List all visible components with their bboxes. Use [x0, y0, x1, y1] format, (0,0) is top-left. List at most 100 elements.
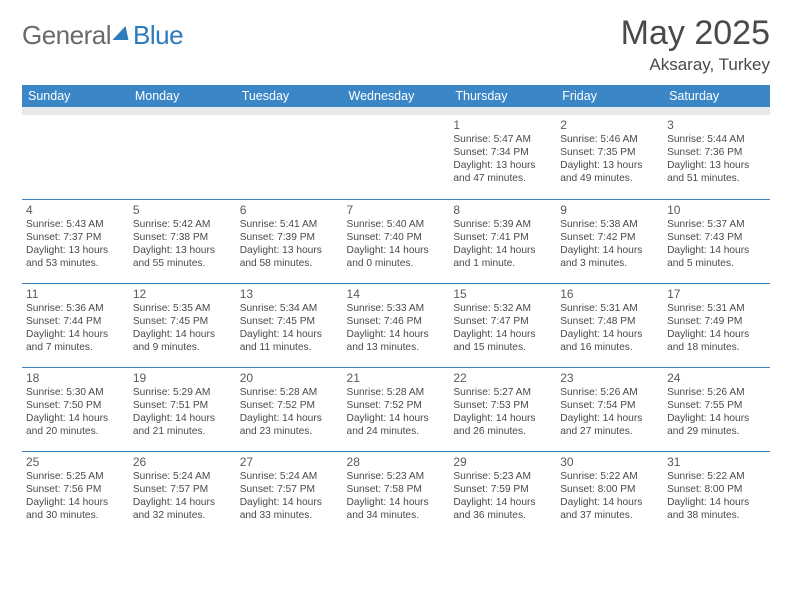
calendar-day-cell: 6Sunrise: 5:41 AMSunset: 7:39 PMDaylight…	[236, 199, 343, 283]
day-info: Sunrise: 5:26 AMSunset: 7:55 PMDaylight:…	[667, 386, 766, 438]
calendar-day-cell: 12Sunrise: 5:35 AMSunset: 7:45 PMDayligh…	[129, 283, 236, 367]
calendar-day-cell: 2Sunrise: 5:46 AMSunset: 7:35 PMDaylight…	[556, 115, 663, 199]
day-info: Sunrise: 5:27 AMSunset: 7:53 PMDaylight:…	[453, 386, 552, 438]
calendar-day-cell: 26Sunrise: 5:24 AMSunset: 7:57 PMDayligh…	[129, 451, 236, 535]
day-info: Sunrise: 5:24 AMSunset: 7:57 PMDaylight:…	[133, 470, 232, 522]
day-number: 29	[453, 455, 552, 469]
calendar-table: SundayMondayTuesdayWednesdayThursdayFrid…	[22, 85, 770, 535]
day-number: 13	[240, 287, 339, 301]
day-number: 10	[667, 203, 766, 217]
calendar-day-cell: 25Sunrise: 5:25 AMSunset: 7:56 PMDayligh…	[22, 451, 129, 535]
day-info: Sunrise: 5:25 AMSunset: 7:56 PMDaylight:…	[26, 470, 125, 522]
day-number: 7	[347, 203, 446, 217]
brand-sail-icon	[112, 26, 133, 40]
calendar-day-cell: 13Sunrise: 5:34 AMSunset: 7:45 PMDayligh…	[236, 283, 343, 367]
day-number: 16	[560, 287, 659, 301]
day-number: 21	[347, 371, 446, 385]
dow-header: Saturday	[663, 85, 770, 107]
day-info: Sunrise: 5:35 AMSunset: 7:45 PMDaylight:…	[133, 302, 232, 354]
day-number: 2	[560, 118, 659, 132]
day-number: 18	[26, 371, 125, 385]
header-spacer-row	[22, 107, 770, 115]
dow-header: Thursday	[449, 85, 556, 107]
day-number: 22	[453, 371, 552, 385]
calendar-week-row: 4Sunrise: 5:43 AMSunset: 7:37 PMDaylight…	[22, 199, 770, 283]
day-number: 14	[347, 287, 446, 301]
day-info: Sunrise: 5:26 AMSunset: 7:54 PMDaylight:…	[560, 386, 659, 438]
calendar-day-cell: 14Sunrise: 5:33 AMSunset: 7:46 PMDayligh…	[343, 283, 450, 367]
dow-header: Monday	[129, 85, 236, 107]
day-number: 23	[560, 371, 659, 385]
day-info: Sunrise: 5:22 AMSunset: 8:00 PMDaylight:…	[560, 470, 659, 522]
calendar-day-cell: 1Sunrise: 5:47 AMSunset: 7:34 PMDaylight…	[449, 115, 556, 199]
day-info: Sunrise: 5:42 AMSunset: 7:38 PMDaylight:…	[133, 218, 232, 270]
day-info: Sunrise: 5:31 AMSunset: 7:48 PMDaylight:…	[560, 302, 659, 354]
day-info: Sunrise: 5:28 AMSunset: 7:52 PMDaylight:…	[240, 386, 339, 438]
dow-header: Tuesday	[236, 85, 343, 107]
day-info: Sunrise: 5:23 AMSunset: 7:59 PMDaylight:…	[453, 470, 552, 522]
calendar-day-cell: 29Sunrise: 5:23 AMSunset: 7:59 PMDayligh…	[449, 451, 556, 535]
calendar-day-cell: 23Sunrise: 5:26 AMSunset: 7:54 PMDayligh…	[556, 367, 663, 451]
day-number: 11	[26, 287, 125, 301]
calendar-day-cell: 5Sunrise: 5:42 AMSunset: 7:38 PMDaylight…	[129, 199, 236, 283]
day-info: Sunrise: 5:31 AMSunset: 7:49 PMDaylight:…	[667, 302, 766, 354]
calendar-page: General Blue May 2025 Aksaray, Turkey Su…	[0, 0, 792, 547]
day-number: 25	[26, 455, 125, 469]
header: General Blue May 2025 Aksaray, Turkey	[22, 14, 770, 75]
day-info: Sunrise: 5:28 AMSunset: 7:52 PMDaylight:…	[347, 386, 446, 438]
calendar-day-cell: 4Sunrise: 5:43 AMSunset: 7:37 PMDaylight…	[22, 199, 129, 283]
calendar-day-cell: 28Sunrise: 5:23 AMSunset: 7:58 PMDayligh…	[343, 451, 450, 535]
calendar-day-cell: 19Sunrise: 5:29 AMSunset: 7:51 PMDayligh…	[129, 367, 236, 451]
day-info: Sunrise: 5:36 AMSunset: 7:44 PMDaylight:…	[26, 302, 125, 354]
calendar-day-cell: 24Sunrise: 5:26 AMSunset: 7:55 PMDayligh…	[663, 367, 770, 451]
calendar-week-row: 1Sunrise: 5:47 AMSunset: 7:34 PMDaylight…	[22, 115, 770, 199]
month-title: May 2025	[621, 14, 770, 53]
day-number: 4	[26, 203, 125, 217]
calendar-day-cell	[343, 115, 450, 199]
day-number: 28	[347, 455, 446, 469]
day-number: 1	[453, 118, 552, 132]
day-info: Sunrise: 5:38 AMSunset: 7:42 PMDaylight:…	[560, 218, 659, 270]
calendar-day-cell	[129, 115, 236, 199]
calendar-week-row: 18Sunrise: 5:30 AMSunset: 7:50 PMDayligh…	[22, 367, 770, 451]
day-info: Sunrise: 5:22 AMSunset: 8:00 PMDaylight:…	[667, 470, 766, 522]
day-info: Sunrise: 5:30 AMSunset: 7:50 PMDaylight:…	[26, 386, 125, 438]
day-info: Sunrise: 5:43 AMSunset: 7:37 PMDaylight:…	[26, 218, 125, 270]
day-number: 8	[453, 203, 552, 217]
calendar-day-cell: 10Sunrise: 5:37 AMSunset: 7:43 PMDayligh…	[663, 199, 770, 283]
day-info: Sunrise: 5:47 AMSunset: 7:34 PMDaylight:…	[453, 133, 552, 185]
calendar-day-cell: 16Sunrise: 5:31 AMSunset: 7:48 PMDayligh…	[556, 283, 663, 367]
calendar-day-cell	[236, 115, 343, 199]
calendar-day-cell: 20Sunrise: 5:28 AMSunset: 7:52 PMDayligh…	[236, 367, 343, 451]
day-info: Sunrise: 5:29 AMSunset: 7:51 PMDaylight:…	[133, 386, 232, 438]
calendar-day-cell: 30Sunrise: 5:22 AMSunset: 8:00 PMDayligh…	[556, 451, 663, 535]
calendar-day-cell: 15Sunrise: 5:32 AMSunset: 7:47 PMDayligh…	[449, 283, 556, 367]
day-number: 30	[560, 455, 659, 469]
day-of-week-row: SundayMondayTuesdayWednesdayThursdayFrid…	[22, 85, 770, 107]
calendar-day-cell: 21Sunrise: 5:28 AMSunset: 7:52 PMDayligh…	[343, 367, 450, 451]
day-info: Sunrise: 5:37 AMSunset: 7:43 PMDaylight:…	[667, 218, 766, 270]
day-info: Sunrise: 5:39 AMSunset: 7:41 PMDaylight:…	[453, 218, 552, 270]
day-info: Sunrise: 5:33 AMSunset: 7:46 PMDaylight:…	[347, 302, 446, 354]
day-info: Sunrise: 5:41 AMSunset: 7:39 PMDaylight:…	[240, 218, 339, 270]
calendar-week-row: 11Sunrise: 5:36 AMSunset: 7:44 PMDayligh…	[22, 283, 770, 367]
calendar-day-cell: 31Sunrise: 5:22 AMSunset: 8:00 PMDayligh…	[663, 451, 770, 535]
day-number: 24	[667, 371, 766, 385]
day-info: Sunrise: 5:44 AMSunset: 7:36 PMDaylight:…	[667, 133, 766, 185]
calendar-day-cell: 7Sunrise: 5:40 AMSunset: 7:40 PMDaylight…	[343, 199, 450, 283]
calendar-day-cell: 17Sunrise: 5:31 AMSunset: 7:49 PMDayligh…	[663, 283, 770, 367]
brand-part1: General	[22, 20, 111, 51]
day-number: 6	[240, 203, 339, 217]
dow-header: Wednesday	[343, 85, 450, 107]
calendar-day-cell: 18Sunrise: 5:30 AMSunset: 7:50 PMDayligh…	[22, 367, 129, 451]
brand-part2: Blue	[133, 20, 183, 51]
day-info: Sunrise: 5:46 AMSunset: 7:35 PMDaylight:…	[560, 133, 659, 185]
day-number: 15	[453, 287, 552, 301]
day-info: Sunrise: 5:40 AMSunset: 7:40 PMDaylight:…	[347, 218, 446, 270]
day-number: 31	[667, 455, 766, 469]
dow-header: Friday	[556, 85, 663, 107]
day-number: 9	[560, 203, 659, 217]
day-number: 19	[133, 371, 232, 385]
day-info: Sunrise: 5:24 AMSunset: 7:57 PMDaylight:…	[240, 470, 339, 522]
day-info: Sunrise: 5:32 AMSunset: 7:47 PMDaylight:…	[453, 302, 552, 354]
